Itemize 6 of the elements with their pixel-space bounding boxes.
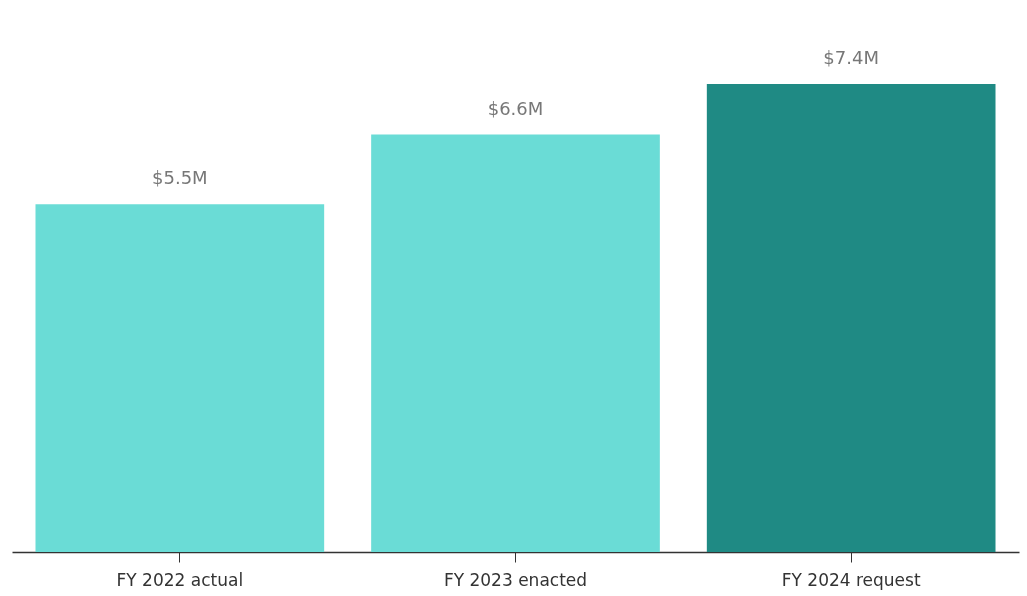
x-tick-label: FY 2022 actual — [116, 569, 244, 590]
data-label: $5.5M — [152, 167, 208, 189]
data-label: $6.6M — [487, 97, 544, 119]
x-tick-label: FY 2024 request — [781, 569, 921, 590]
data-label: $7.4M — [823, 47, 879, 68]
x-tick-label: FY 2023 enacted — [443, 569, 588, 590]
